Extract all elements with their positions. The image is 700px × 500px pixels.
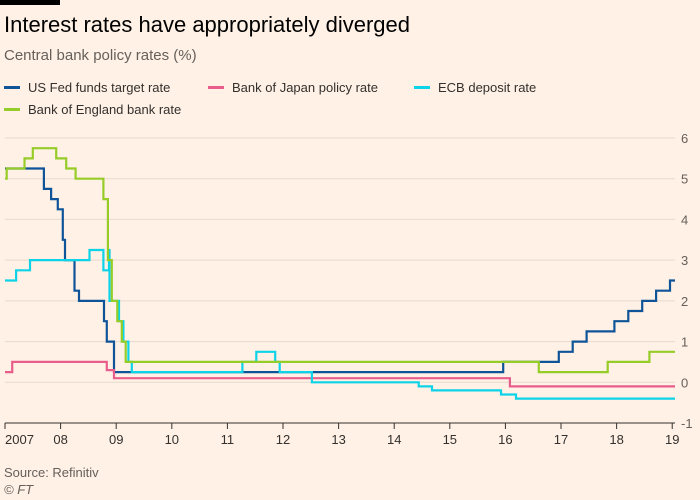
chart-subtitle: Central bank policy rates (%) <box>4 47 197 64</box>
x-tick-label: 13 <box>331 432 345 447</box>
legend-label-boe: Bank of England bank rate <box>28 102 182 117</box>
legend-item-ecb: ECB deposit rate <box>414 80 536 95</box>
series-line-3 <box>5 147 675 374</box>
series-line-0 <box>5 167 675 374</box>
y-tick-label: 5 <box>681 172 688 187</box>
x-tick-label: 15 <box>443 432 457 447</box>
y-tick-label: 6 <box>681 131 688 146</box>
ft-top-bar <box>0 0 60 5</box>
legend-swatch-us-fed <box>4 86 20 89</box>
legend-item-boj: Bank of Japan policy rate <box>208 80 378 95</box>
series-line-2 <box>5 248 675 400</box>
legend-swatch-boj <box>208 86 224 89</box>
legend-label-ecb: ECB deposit rate <box>438 80 537 95</box>
x-tick-label: 16 <box>498 432 512 447</box>
y-tick-label: 1 <box>681 335 688 350</box>
legend: US Fed funds target rate Bank of Japan p… <box>4 80 694 124</box>
x-tick-label: 14 <box>387 432 401 447</box>
x-tick-label: 12 <box>276 432 290 447</box>
legend-label-us-fed: US Fed funds target rate <box>28 80 171 95</box>
y-tick-label: -1 <box>681 416 693 431</box>
x-tick-label: 10 <box>165 432 179 447</box>
x-tick-label: 18 <box>609 432 623 447</box>
y-tick-label: 3 <box>681 253 688 268</box>
legend-swatch-ecb <box>414 86 430 89</box>
x-tick-label: 17 <box>554 432 568 447</box>
legend-swatch-boe <box>4 108 20 111</box>
y-tick-label: 4 <box>681 212 688 227</box>
legend-item-us-fed: US Fed funds target rate <box>4 80 170 95</box>
source-note: Source: Refinitiv <box>4 465 99 480</box>
copyright-note: © FT <box>4 482 34 497</box>
legend-item-boe: Bank of England bank rate <box>4 102 181 117</box>
x-tick-label: 2007 <box>5 432 34 447</box>
y-tick-label: 0 <box>681 375 688 390</box>
x-tick-label: 19 <box>665 432 679 447</box>
series-line-1 <box>5 360 675 388</box>
y-tick-label: 2 <box>681 294 688 309</box>
chart-title: Interest rates have appropriately diverg… <box>4 12 411 37</box>
x-tick-label: 08 <box>53 432 67 447</box>
x-tick-label: 09 <box>109 432 123 447</box>
legend-label-boj: Bank of Japan policy rate <box>232 80 378 95</box>
x-tick-label: 11 <box>221 432 235 447</box>
